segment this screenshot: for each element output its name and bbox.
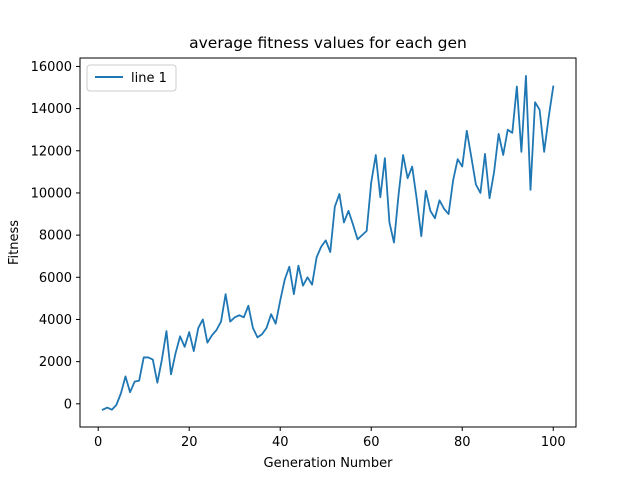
x-tick-label: 0 bbox=[94, 435, 102, 450]
x-tick-label: 60 bbox=[363, 435, 380, 450]
y-tick-label: 8000 bbox=[39, 229, 72, 244]
y-tick-label: 10000 bbox=[31, 186, 72, 201]
y-tick-label: 14000 bbox=[31, 102, 72, 117]
legend: line 1 bbox=[86, 64, 177, 92]
y-tick-label: 2000 bbox=[39, 355, 72, 370]
y-tick-label: 4000 bbox=[39, 313, 72, 328]
plot-frame bbox=[79, 57, 577, 428]
axis-ticks: 0 20 40 60 80 100 0 2000 4000 6000 8000 10000 12000 1… bbox=[31, 60, 566, 450]
x-axis-label: Generation Number bbox=[264, 456, 394, 471]
legend-box bbox=[86, 64, 177, 92]
y-tick-label: 6000 bbox=[39, 271, 72, 286]
y-tick-label: 16000 bbox=[31, 60, 72, 75]
x-tick-label: 40 bbox=[272, 435, 289, 450]
chart-title: average fitness values for each gen bbox=[189, 34, 467, 52]
series-line bbox=[101, 75, 555, 411]
y-axis-label: Fitness bbox=[7, 220, 22, 265]
plot-area bbox=[101, 75, 555, 411]
legend-label: line 1 bbox=[131, 71, 167, 86]
y-tick-label: 0 bbox=[64, 397, 72, 412]
x-tick-label: 20 bbox=[181, 435, 198, 450]
x-tick-label: 80 bbox=[454, 435, 471, 450]
x-tick-label: 100 bbox=[541, 435, 566, 450]
y-tick-label: 12000 bbox=[31, 144, 72, 159]
